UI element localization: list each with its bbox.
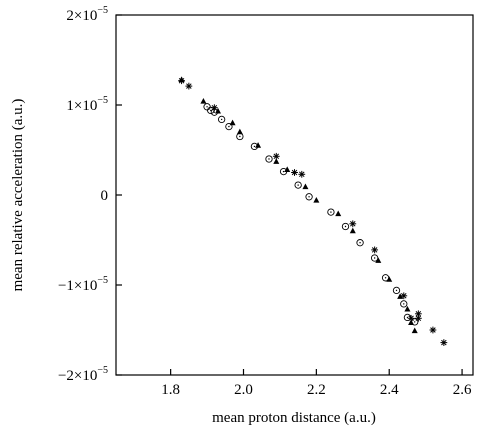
y-axis-title: mean relative acceleration (a.u.) bbox=[10, 99, 26, 292]
triangle-marker bbox=[408, 319, 415, 325]
triangle-marker bbox=[284, 166, 291, 172]
circle-marker bbox=[356, 239, 364, 247]
x-tick-label: 2.6 bbox=[453, 382, 472, 398]
circle-marker bbox=[370, 254, 379, 262]
circle-marker bbox=[236, 132, 244, 141]
circle-marker bbox=[327, 208, 335, 216]
triangle-marker bbox=[302, 183, 309, 190]
x-tick-label: 2.2 bbox=[307, 382, 326, 398]
y-axis-ticks: 2×10−5 1×10−5 0 −1×10−5 −2×10−5 bbox=[58, 5, 122, 384]
y-tick-label: −1×10−5 bbox=[58, 275, 108, 294]
asterisk-marker bbox=[371, 246, 379, 254]
circle-marker bbox=[403, 313, 412, 322]
x-axis-title: mean proton distance (a.u.) bbox=[212, 410, 376, 426]
triangle-marker bbox=[313, 197, 320, 203]
triangle-marker bbox=[397, 293, 404, 299]
triangle-marker bbox=[236, 128, 243, 135]
circle-marker bbox=[217, 115, 226, 124]
triangle-marker bbox=[215, 107, 221, 114]
x-tick-label: 2.4 bbox=[380, 382, 399, 398]
asterisk-marker bbox=[407, 314, 415, 322]
triangle-marker bbox=[404, 305, 411, 312]
circle-marker bbox=[294, 181, 302, 189]
circle-marker bbox=[265, 155, 273, 163]
y-tick-label: 2×10−5 bbox=[66, 5, 108, 24]
triangle-marker bbox=[273, 158, 280, 164]
circle-marker bbox=[392, 286, 401, 295]
plot-frame bbox=[115, 14, 474, 376]
triangle-marker bbox=[200, 98, 207, 104]
y-tick-label: −2×10−5 bbox=[58, 365, 108, 384]
asterisk-marker bbox=[349, 220, 357, 228]
triangle-marker bbox=[349, 227, 356, 234]
y-tick-label: 1×10−5 bbox=[66, 95, 108, 114]
circle-marker bbox=[207, 106, 215, 115]
asterisk-marker bbox=[291, 169, 298, 176]
triangle-marker bbox=[375, 257, 382, 263]
triangle-marker bbox=[335, 210, 342, 217]
asterisk-marker bbox=[429, 326, 437, 334]
asterisk-marker bbox=[440, 339, 448, 346]
x-tick-label: 1.8 bbox=[161, 382, 180, 398]
triangle-marker bbox=[386, 276, 393, 282]
x-axis-ticks: 1.8 2.0 2.2 2.4 2.6 bbox=[161, 369, 472, 398]
data-markers bbox=[178, 76, 448, 346]
y-tick-label: 0 bbox=[101, 188, 109, 204]
asterisk-marker bbox=[414, 314, 422, 322]
circle-marker bbox=[341, 222, 350, 231]
triangle-marker bbox=[411, 327, 418, 334]
asterisk-marker bbox=[185, 82, 193, 90]
x-tick-label: 2.0 bbox=[234, 382, 253, 398]
circle-marker bbox=[203, 103, 211, 111]
asterisk-marker bbox=[298, 170, 306, 178]
circle-marker bbox=[400, 300, 408, 308]
circle-marker bbox=[305, 193, 313, 201]
triangle-marker bbox=[229, 119, 236, 126]
triangle-marker bbox=[255, 142, 262, 148]
triangle-marker bbox=[178, 76, 185, 82]
circle-marker bbox=[225, 122, 233, 131]
